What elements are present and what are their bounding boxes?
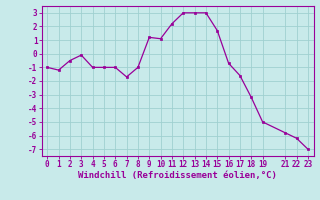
- X-axis label: Windchill (Refroidissement éolien,°C): Windchill (Refroidissement éolien,°C): [78, 171, 277, 180]
